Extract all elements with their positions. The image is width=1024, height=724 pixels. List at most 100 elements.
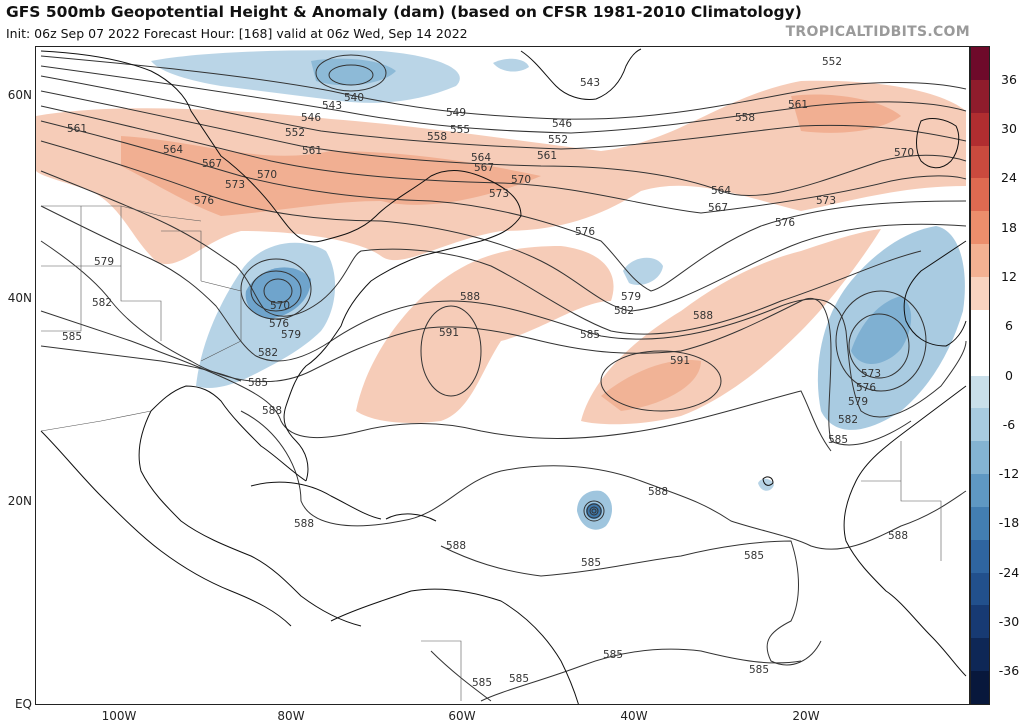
contour-line [40,120,967,292]
contour-line [40,55,967,120]
contour-label: 585 [828,434,848,446]
border-line [900,441,942,561]
colorbar-segment [971,638,989,672]
border-line [40,410,152,432]
contour-label: 576 [775,217,795,229]
coastline-hispaniola [385,513,437,522]
contour-label: 552 [285,127,305,139]
contour-label: 561 [302,145,322,157]
colorbar-segment [971,47,989,81]
lon-label-60w: 60W [448,709,476,723]
contour-label: 558 [735,112,755,124]
lat-label-20n: 20N [7,494,32,508]
colorbar-tick-label: 18 [1001,219,1017,235]
contour-label: 573 [816,195,836,207]
contour-label: 561 [67,123,87,135]
colorbar-tick-label: -12 [998,466,1020,482]
contour-tropical-low [589,506,599,516]
contour-tropical-low [583,500,605,522]
contour-label: 585 [749,664,769,676]
contour-label: 579 [621,291,641,303]
lon-label-20w: 20W [792,709,820,723]
contour-line [40,310,832,452]
anomaly-cold-north [151,50,460,103]
colorbar-segment [971,506,989,541]
brand-watermark[interactable]: TROPICALTIDBITS.COM [785,24,970,40]
map-panel[interactable]: 543 552 540 543 546 549 555 558 546 552 561 558 561 5… [35,46,970,705]
coastline-west-mexico [40,430,292,627]
contour-label: 570 [511,174,531,186]
contour-label: 585 [580,329,600,341]
lat-label-eq: EQ [14,697,32,711]
contour-label: 582 [838,414,858,426]
contour-label: 561 [537,150,557,162]
contour-label: 552 [548,134,568,146]
lon-label-80w: 80W [277,709,305,723]
contour-label: 567 [708,202,728,214]
lon-label-100w: 100W [101,709,137,723]
contour-label: 564 [471,152,491,164]
contour-label: 555 [450,124,470,136]
contour-line [40,240,912,446]
contour-line [40,140,967,312]
contour-label: 579 [281,329,301,341]
colorbar-segment [971,474,989,508]
colorbar-tick-label: 36 [1001,71,1017,87]
colorbar-segment [971,441,989,475]
colorbar-segment [971,112,989,147]
coastline-west-africa [843,385,967,677]
contour-label: 570 [257,169,277,181]
contour-label: 588 [262,405,282,417]
contour-low-north [315,54,387,92]
colorbar-tick-label: -30 [998,613,1020,629]
contour-line [480,648,802,702]
positive-anomaly-shading [36,80,966,425]
coastline-north-america-east [40,50,522,482]
colorbar-tick-label: -24 [998,564,1020,580]
border-line [41,206,82,332]
anomaly-cold-small-north [493,58,529,72]
contour-label: 540 [344,92,364,104]
colorbar-segment [971,342,989,376]
contour-low-great-lakes [263,278,293,304]
contour-high-atlantic [420,305,482,397]
colorbar-segment [971,375,989,409]
contour-label: 543 [322,100,342,112]
contour-label: 543 [580,77,600,89]
anomaly-cold-iberia-core [851,296,912,364]
contour-label: 573 [225,179,245,191]
anomaly-warm-south-patch [601,360,701,411]
colorbar-segment [971,211,989,245]
anomaly-cold-north-core [311,58,396,86]
contour-label: 591 [670,355,690,367]
contour-low-iberia [848,313,910,379]
contour-label: 561 [788,99,808,111]
colorbar-segment [971,145,989,179]
contour-line [40,105,967,214]
contour-line [40,205,967,418]
lat-label-60n: 60N [7,88,32,102]
contour-label: 579 [848,396,868,408]
contour-label: 585 [603,649,623,661]
colorbar-segment [971,408,989,442]
contour-label: 585 [248,377,268,389]
anomaly-cold-mid-atlantic [623,257,663,286]
border-line [161,230,202,281]
contour-label: 570 [894,147,914,159]
contour-label: 585 [62,331,82,343]
colorbar-segment [971,276,989,311]
colorbar-segment [971,605,989,639]
contour-label: 549 [446,107,466,119]
contour-label: 588 [446,540,466,552]
colorbar-segment [971,539,989,574]
contour-low-great-lakes [240,258,312,320]
contour-label: 576 [194,195,214,207]
border-line [200,280,242,362]
coastlines [40,48,967,704]
lon-label-40w: 40W [620,709,648,723]
colorbar-tick-label: 30 [1001,121,1017,137]
border-line [120,206,162,341]
colorbar-tick-label: -18 [998,515,1020,531]
contour-line [440,540,822,666]
